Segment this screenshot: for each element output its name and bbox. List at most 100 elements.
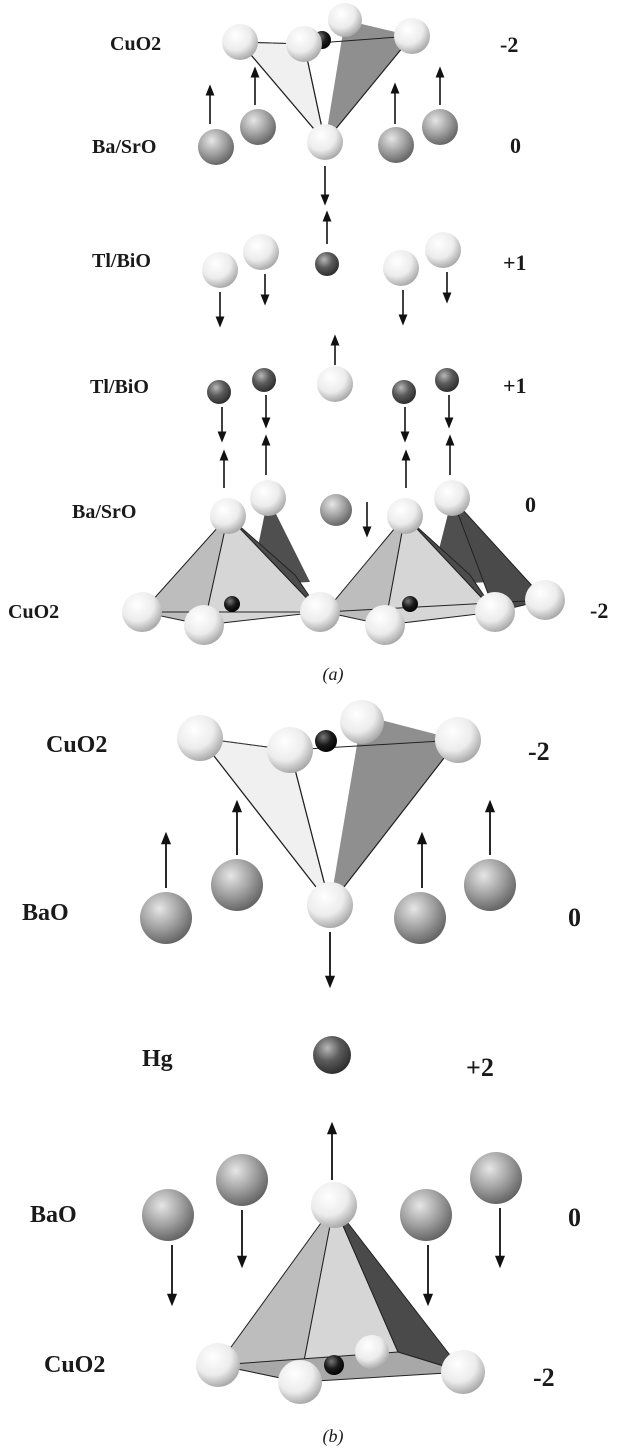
apical-oxygen-atom — [210, 498, 246, 534]
oxygen-atom — [435, 717, 481, 763]
panel-a-top-pyramid — [238, 20, 413, 143]
layer-label-bao-2: BaO — [30, 1202, 77, 1228]
thallium-atom — [392, 380, 416, 404]
thallium-atom — [315, 252, 339, 276]
barium-atom — [400, 1189, 452, 1241]
oxygen-atom — [202, 252, 238, 288]
panel-b-bao-row-2 — [142, 1152, 522, 1241]
panel-a: CuO2 -2 Ba/SrO 0 Tl/BiO +1 Tl/BiO +1 Ba/… — [8, 3, 608, 685]
panel-b-top-pyramid — [198, 715, 459, 906]
oxygen-atom — [441, 1350, 485, 1394]
panel-a-caption: (a) — [323, 664, 344, 685]
oxygen-atom — [383, 250, 419, 286]
barium-atom — [422, 109, 458, 145]
oxygen-atom — [365, 605, 405, 645]
layer-label-cuo2-top: CuO2 — [110, 33, 161, 55]
layer-charge-tlbio-2: +1 — [503, 373, 527, 398]
layer-label-cuo2-bottom-b: CuO2 — [44, 1352, 105, 1378]
oxygen-atom — [317, 366, 353, 402]
panel-a-bottom-cuo2-atoms — [122, 580, 565, 645]
layer-label-tlbio-2: Tl/BiO — [90, 376, 149, 398]
panel-a-top-cuo2-atoms — [222, 3, 430, 62]
layer-charge-cuo2-top-b: -2 — [528, 737, 550, 766]
thallium-atom — [252, 368, 276, 392]
layer-charge-basro-1: 0 — [510, 133, 521, 158]
apical-oxygen-atom — [387, 498, 423, 534]
oxygen-atom — [122, 592, 162, 632]
oxygen-atom — [243, 234, 279, 270]
barium-atom — [394, 892, 446, 944]
panel-b-caption: (b) — [323, 1426, 344, 1447]
barium-atom — [140, 892, 192, 944]
layer-charge-cuo2-bottom: -2 — [590, 598, 608, 623]
panel-b-displacement-arrows-2 — [166, 1208, 506, 1307]
oxygen-atom — [525, 580, 565, 620]
barium-atom — [378, 127, 414, 163]
oxygen-atom — [328, 3, 362, 37]
oxygen-atom — [278, 1360, 322, 1404]
layer-charge-basro-2: 0 — [525, 492, 536, 517]
layer-charge-cuo2-top: -2 — [500, 32, 518, 57]
panel-b-hg-row — [313, 1036, 351, 1180]
layer-charge-cuo2-bottom-b: -2 — [533, 1363, 555, 1392]
barium-atom — [320, 494, 352, 526]
apical-oxygen-atom — [307, 124, 343, 160]
panel-a-tlbio-row-2 — [207, 366, 459, 404]
barium-atom — [470, 1152, 522, 1204]
layer-label-cuo2-bottom: CuO2 — [8, 601, 59, 623]
panel-a-basro-row-2 — [210, 480, 470, 534]
copper-atom — [224, 596, 240, 612]
panel-a-displacement-arrows-2 — [215, 210, 452, 365]
layer-charge-bao-2: 0 — [568, 1203, 581, 1232]
layer-label-hg: Hg — [142, 1046, 173, 1072]
panel-b-bao-row-1 — [140, 859, 516, 944]
barium-atom — [216, 1154, 268, 1206]
barium-atom — [240, 109, 276, 145]
barium-atom — [142, 1189, 194, 1241]
layer-label-basro-2: Ba/SrO — [72, 501, 136, 523]
oxygen-atom — [286, 26, 322, 62]
oxygen-atom — [184, 605, 224, 645]
oxygen-atom — [340, 700, 384, 744]
oxygen-atom — [355, 1335, 389, 1369]
panel-b-bottom-cuo2-atoms — [196, 1335, 485, 1404]
oxygen-atom — [222, 24, 258, 60]
oxygen-atom — [196, 1343, 240, 1387]
mercury-atom — [313, 1036, 351, 1074]
apical-oxygen-atom — [311, 1182, 357, 1228]
barium-atom — [464, 859, 516, 911]
panel-a-displacement-arrows-1 — [205, 66, 445, 206]
panel-a-basro-row-1 — [198, 109, 458, 165]
layer-charge-bao-1: 0 — [568, 903, 581, 932]
thallium-atom — [207, 380, 231, 404]
panel-a-tlbio-row-1 — [202, 232, 461, 288]
apical-oxygen-atom — [250, 480, 286, 516]
panel-a-displacement-arrows-3 — [217, 395, 455, 538]
oxygen-atom — [300, 592, 340, 632]
panel-b-bottom-pyramid — [217, 1203, 465, 1383]
panel-a-bottom-pyramids — [141, 497, 546, 626]
thallium-atom — [435, 368, 459, 392]
oxygen-atom — [177, 715, 223, 761]
copper-atom — [402, 596, 418, 612]
panel-b-displacement-arrows-1 — [160, 799, 496, 989]
apical-oxygen-atom — [434, 480, 470, 516]
oxygen-atom — [394, 18, 430, 54]
layer-label-cuo2-top-b: CuO2 — [46, 732, 107, 758]
apical-oxygen-atom — [307, 882, 353, 928]
layer-charge-hg: +2 — [466, 1053, 494, 1082]
copper-atom — [324, 1355, 344, 1375]
barium-atom — [198, 129, 234, 165]
layer-label-tlbio-1: Tl/BiO — [92, 250, 151, 272]
panel-b: CuO2 -2 BaO 0 Hg +2 BaO 0 CuO2 -2 (b) — [22, 700, 581, 1447]
panel-b-top-cuo2-atoms — [177, 700, 481, 773]
barium-atom — [211, 859, 263, 911]
oxygen-atom — [475, 592, 515, 632]
layer-label-bao-1: BaO — [22, 900, 69, 926]
oxygen-atom — [267, 727, 313, 773]
layer-label-basro-1: Ba/SrO — [92, 136, 156, 158]
copper-atom — [315, 730, 337, 752]
oxygen-atom — [425, 232, 461, 268]
